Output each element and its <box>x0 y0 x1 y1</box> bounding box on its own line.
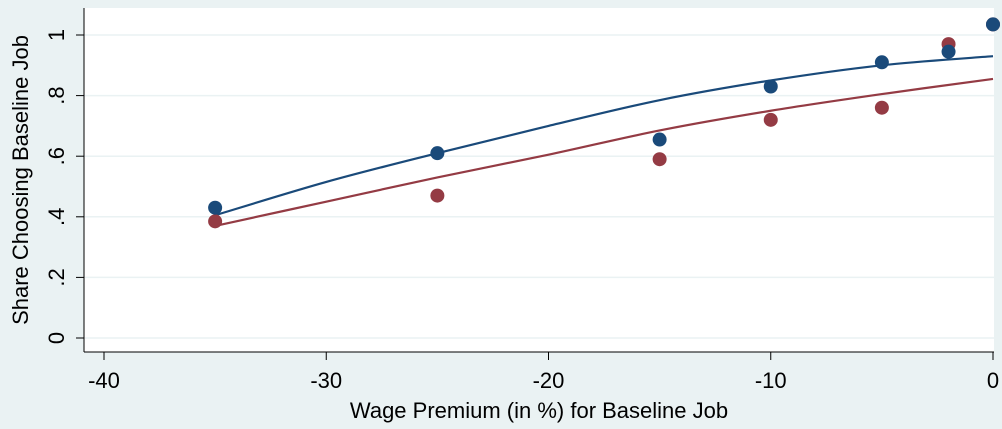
plot-area <box>84 8 994 352</box>
x-tick-label: -40 <box>88 368 120 393</box>
y-tick-label: 0 <box>44 332 69 344</box>
data-point <box>941 44 956 59</box>
data-point <box>874 100 889 115</box>
y-tick-label: .4 <box>44 208 69 226</box>
data-point <box>874 55 889 70</box>
data-point <box>430 188 445 203</box>
fit-lines <box>214 55 994 227</box>
y-tick-label: .6 <box>44 147 69 165</box>
y-tick-label: .2 <box>44 268 69 286</box>
fit-line <box>214 55 994 217</box>
data-point <box>652 132 667 147</box>
data-point <box>763 79 778 94</box>
y-tick-label: 1 <box>44 29 69 41</box>
x-tick-label: 0 <box>987 368 999 393</box>
y-tick-label: .8 <box>44 86 69 104</box>
y-axis-label: Share Choosing Baseline Job <box>8 35 33 325</box>
data-point <box>430 146 445 161</box>
data-point <box>208 214 223 229</box>
data-point <box>652 152 667 167</box>
data-point <box>763 112 778 127</box>
ticks: 0 .2 .4 .6 .8 1 -40 -30 -20 -10 0 <box>44 29 999 393</box>
x-axis-label: Wage Premium (in %) for Baseline Job <box>350 398 728 423</box>
data-points <box>208 17 1000 229</box>
data-point <box>986 17 1000 32</box>
axes <box>83 8 994 353</box>
x-tick-label: -10 <box>755 368 787 393</box>
x-tick-label: -20 <box>533 368 565 393</box>
fit-line <box>214 77 994 227</box>
x-tick-label: -30 <box>310 368 342 393</box>
data-point <box>208 200 223 215</box>
